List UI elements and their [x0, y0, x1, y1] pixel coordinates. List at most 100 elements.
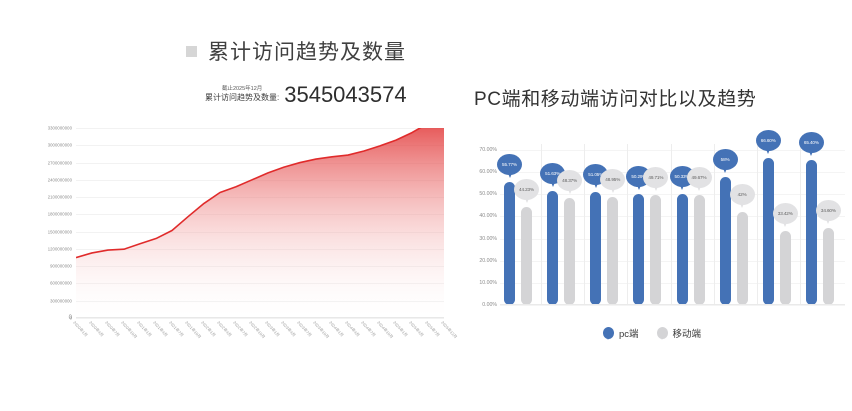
bar-group: 55.77% 44.23%	[497, 150, 543, 305]
y-axis-tick: 0	[69, 315, 72, 321]
right-chart-title: PC端和移动端访问对比以及趋势	[474, 89, 757, 110]
x-axis-tick: 2025年4月	[408, 320, 425, 338]
y-axis-zero-label: 0	[68, 315, 72, 321]
y-axis-tick: 1800000000	[47, 211, 72, 217]
data-label-mobile: 34.60%	[815, 200, 841, 225]
x-axis-tick: 2023年4月	[280, 320, 297, 338]
data-label-mobile: 33.42%	[772, 203, 798, 227]
x-axis-tick: 2025年7月	[424, 320, 441, 338]
cumulative-total-labels: 截止2025年12月 累计访问趋势及数量:	[205, 86, 279, 106]
bar-mobile[interactable]	[607, 196, 619, 305]
label-tail	[722, 165, 729, 173]
cumulative-total-block: 截止2025年12月 累计访问趋势及数量: 3545043574	[205, 84, 407, 106]
y-axis-tick: 60.00%	[479, 169, 497, 176]
x-axis-tick: 2022年7月	[232, 320, 249, 338]
label-tail	[549, 179, 556, 187]
label-tail	[506, 170, 513, 178]
label-tail	[739, 201, 746, 208]
label-tail	[825, 217, 832, 225]
y-gridline	[500, 305, 845, 306]
y-gridline	[76, 145, 444, 147]
bar-mobile[interactable]	[693, 195, 705, 305]
label-tail	[592, 180, 599, 188]
label-tail	[679, 182, 685, 190]
x-axis-tick: 2020年4月	[88, 320, 105, 338]
bar-group: 58% 42%	[712, 144, 759, 305]
left-chart-title: 累计访问趋势及数量	[208, 41, 406, 64]
bar-pc[interactable]	[805, 160, 817, 305]
data-label-pc: 58%	[712, 148, 738, 173]
y-gridline	[76, 162, 444, 164]
y-axis-tick: 40.00%	[479, 213, 497, 220]
legend-item[interactable]: pc端	[602, 326, 639, 340]
bar-group: 51.63% 48.37%	[540, 144, 586, 305]
bar-mobile[interactable]	[564, 197, 576, 305]
data-label-mobile: 48.95%	[600, 168, 626, 193]
bar-group: 50.33% 49.67%	[669, 144, 716, 305]
data-label-pc: 55.77%	[497, 153, 522, 178]
bar-group: 65.40% 34.60%	[798, 132, 845, 305]
bar-group: 66.60% 33.42%	[755, 129, 802, 305]
bar-pc[interactable]	[762, 157, 774, 305]
x-axis-tick: 2024年4月	[344, 320, 361, 338]
area-fill	[76, 128, 444, 318]
legend-item[interactable]: 移动端	[656, 326, 701, 340]
bar-mobile[interactable]	[779, 231, 791, 305]
label-tail	[808, 149, 815, 157]
label-tail	[696, 184, 702, 192]
data-label-mobile: 42%	[729, 184, 755, 208]
y-gridline	[500, 238, 845, 240]
y-axis-tick: 50.00%	[479, 191, 497, 198]
group-separator	[713, 144, 715, 305]
data-label-pc: 66.60%	[755, 129, 781, 154]
bar-mobile[interactable]	[822, 228, 834, 305]
y-axis-tick: 0.00%	[482, 302, 497, 308]
bar-mobile[interactable]	[650, 194, 662, 305]
x-axis-tick: 2020年1月	[72, 320, 89, 338]
y-axis-tick: 30.00%	[479, 235, 497, 242]
label-tail	[652, 183, 659, 191]
data-label-mobile: 48.37%	[557, 169, 583, 194]
left-x-axis-line	[76, 317, 444, 318]
x-axis-tick: 2021年7月	[168, 320, 185, 338]
chart-legend: pc端 移动端	[452, 326, 852, 340]
bar-mobile[interactable]	[736, 212, 748, 305]
group-separator	[670, 144, 672, 305]
y-gridline	[500, 150, 845, 151]
y-axis-tick: 2100000000	[47, 194, 72, 200]
group-separator	[756, 144, 758, 305]
bar-group: 51.05% 48.95%	[583, 144, 629, 305]
group-separator	[799, 144, 801, 305]
group-separator	[541, 144, 543, 305]
right-plot-area: 70.00% 60.00% 50.00% 40.00% 30.00% 20.00% 10.0…	[479, 129, 845, 308]
cumulative-area-chart: 3300000000 3000000000 2700000000 2400000000…	[18, 126, 459, 340]
y-axis-tick: 20.00%	[479, 257, 497, 264]
data-label-mobile: 49.67%	[686, 167, 712, 192]
bar-mobile[interactable]	[521, 207, 532, 305]
x-axis-tick: 2020年7月	[104, 320, 121, 338]
label-tail	[765, 146, 772, 154]
pc-mobile-bar-chart: 70.00% 60.00% 50.00% 40.00% 30.00% 20.00% 10.0…	[452, 129, 852, 320]
data-label-pc: 65.40%	[798, 132, 824, 157]
bar-pc[interactable]	[633, 193, 645, 305]
label-tail	[523, 196, 530, 204]
label-tail	[566, 186, 573, 194]
y-axis-tick: 3000000000	[47, 142, 72, 148]
bar-pc[interactable]	[719, 176, 731, 305]
bar-pc[interactable]	[590, 191, 602, 305]
y-axis-tick: 300000000	[50, 298, 72, 304]
data-label-mobile: 49.71%	[643, 166, 669, 191]
pc-mobile-comparison-panel: PC端和移动端访问对比以及趋势 70.00% 60.00% 50.00% 40.00%…	[452, 0, 852, 411]
area-line	[76, 128, 422, 259]
bar-pc[interactable]	[676, 193, 688, 305]
data-label-mobile: 44.23%	[514, 179, 539, 204]
legend-marker-mobile-icon	[656, 327, 668, 340]
bar-pc[interactable]	[504, 181, 515, 305]
y-gridline	[500, 194, 845, 196]
legend-label: pc端	[618, 329, 639, 340]
bar-pc[interactable]	[547, 190, 559, 305]
y-gridline	[500, 260, 845, 262]
y-axis-tick: 1500000000	[47, 229, 72, 235]
left-chart-title-row: 累计访问趋势及数量	[186, 36, 406, 66]
